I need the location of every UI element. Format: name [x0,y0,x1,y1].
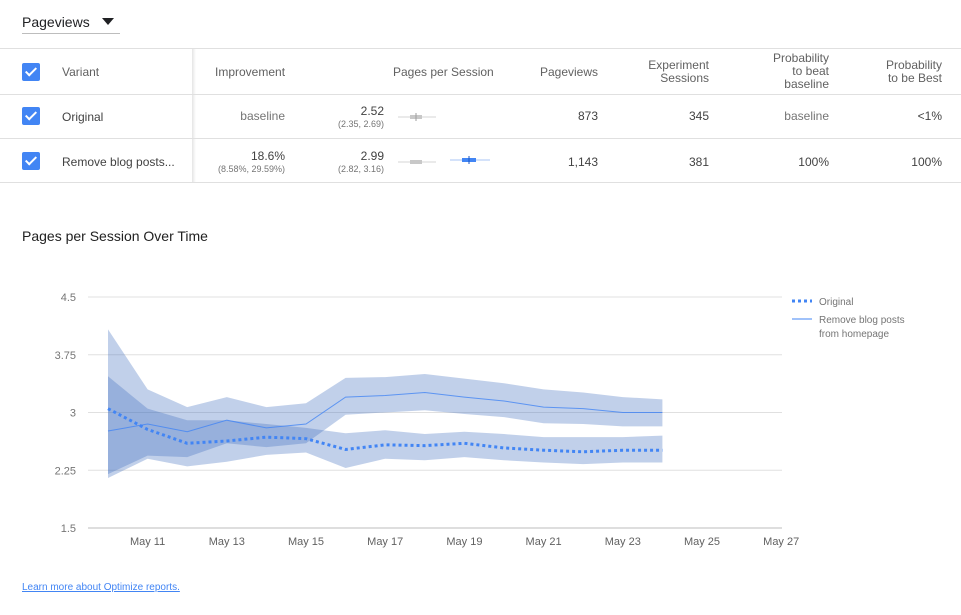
chart-x-tick-labels: May 11 May 13 May 15 May 17 May 19 May 21 May … [130,536,799,548]
prob-best-remove-blog-posts: 100% [911,155,942,169]
pages-per-session-chart: 4.5 3.75 3 2.25 1.5 May 11 May 13 May 15 May 17… [55,292,905,548]
improvement-ci-remove-blog-posts: (8.58%, 29.59%) [217,164,285,174]
legend-label-original: Original [819,297,853,308]
x-tick-label: May 11 [130,536,165,548]
ci-bar-original [398,113,436,121]
improvement-remove-blog-posts: 18.6% [250,149,285,163]
pps-ci-remove-blog-posts: (2.82, 3.16) [337,164,384,174]
header-prob-best-line1: Probability [885,58,942,72]
series-line-variant [107,391,663,433]
learn-more-link[interactable]: Learn more about Optimize reports. [22,582,180,593]
y-tick-label: 1.5 [61,523,76,535]
header-prob-beat-line3: baseline [784,77,829,91]
x-tick-label: May 19 [446,536,482,548]
pageviews-original: 873 [577,109,598,123]
header-prob-beat-line2: to beat [792,64,829,78]
sessions-original: 345 [688,109,709,123]
chart-title: Pages per Session Over Time [22,228,208,244]
x-tick-label: May 15 [288,536,324,548]
x-tick-label: May 27 [763,536,799,548]
table-header-row: Variant Improvement Pages per Session Pa… [0,48,961,94]
table-row-original: Original baseline 2.52 (2.35, 2.69) 873 … [0,94,961,138]
x-tick-label: May 25 [684,536,720,548]
prob-beat-original: baseline [784,109,829,123]
ci-bar-remove-blog-posts [398,156,490,164]
metric-dropdown[interactable]: Pageviews [22,10,120,34]
header-pages-per-session[interactable]: Pages per Session [393,65,494,79]
y-tick-label: 4.5 [61,292,76,304]
pageviews-remove-blog-posts: 1,143 [567,155,598,169]
header-prob-best-line2: to be Best [887,71,942,85]
improvement-original: baseline [240,109,285,123]
y-tick-label: 2.25 [55,465,76,477]
sessions-remove-blog-posts: 381 [688,155,709,169]
header-pageviews[interactable]: Pageviews [539,65,598,79]
variant-name-original: Original [62,110,104,124]
x-tick-label: May 13 [209,536,245,548]
x-tick-label: May 23 [605,536,641,548]
header-improvement[interactable]: Improvement [215,65,286,79]
header-experiment-sessions[interactable]: Experiment Sessions [600,59,709,85]
frozen-column-shadow [192,48,196,183]
chart-series-lines [107,391,663,454]
prob-best-original: <1% [917,109,942,123]
metric-dropdown-value: Pageviews [22,13,90,30]
pps-value-original: 2.52 [360,104,384,118]
header-experiment-sessions-line2: Sessions [660,71,709,85]
legend-label-variant-line1: Remove blog posts [819,315,905,326]
variant-results-table: Variant Improvement Pages per Session Pa… [0,48,961,183]
x-tick-label: May 21 [526,536,562,548]
caret-down-icon[interactable] [102,18,114,25]
chart-gridlines [88,296,782,529]
chart-confidence-bands [108,329,663,478]
header-prob-beat-line1: Probability [772,51,829,65]
pps-value-remove-blog-posts: 2.99 [360,149,384,163]
y-tick-label: 3.75 [55,350,76,362]
legend-label-variant-line2: from homepage [819,329,889,340]
row-checkbox-original[interactable] [22,107,40,125]
chart-legend[interactable]: Original Remove blog posts from homepage [792,297,905,340]
chart-y-tick-labels: 4.5 3.75 3 2.25 1.5 [55,292,76,535]
prob-beat-remove-blog-posts: 100% [798,155,829,169]
header-probability-to-be-best[interactable]: Probability to be Best [840,59,942,85]
row-checkbox-remove-blog-posts[interactable] [22,152,40,170]
table-row-remove-blog-posts: Remove blog posts... 18.6% (8.58%, 29.59… [0,138,961,183]
pps-ci-original: (2.35, 2.69) [337,119,384,129]
header-variant[interactable]: Variant [62,65,100,79]
select-all-checkbox[interactable] [22,63,40,81]
variant-name-remove-blog-posts[interactable]: Remove blog posts... [62,155,175,169]
confidence-band-original [108,376,663,478]
header-probability-to-beat-baseline[interactable]: Probability to beat baseline [720,52,829,91]
y-tick-label: 3 [70,408,76,420]
header-experiment-sessions-line1: Experiment [648,58,709,72]
x-tick-label: May 17 [367,536,403,548]
